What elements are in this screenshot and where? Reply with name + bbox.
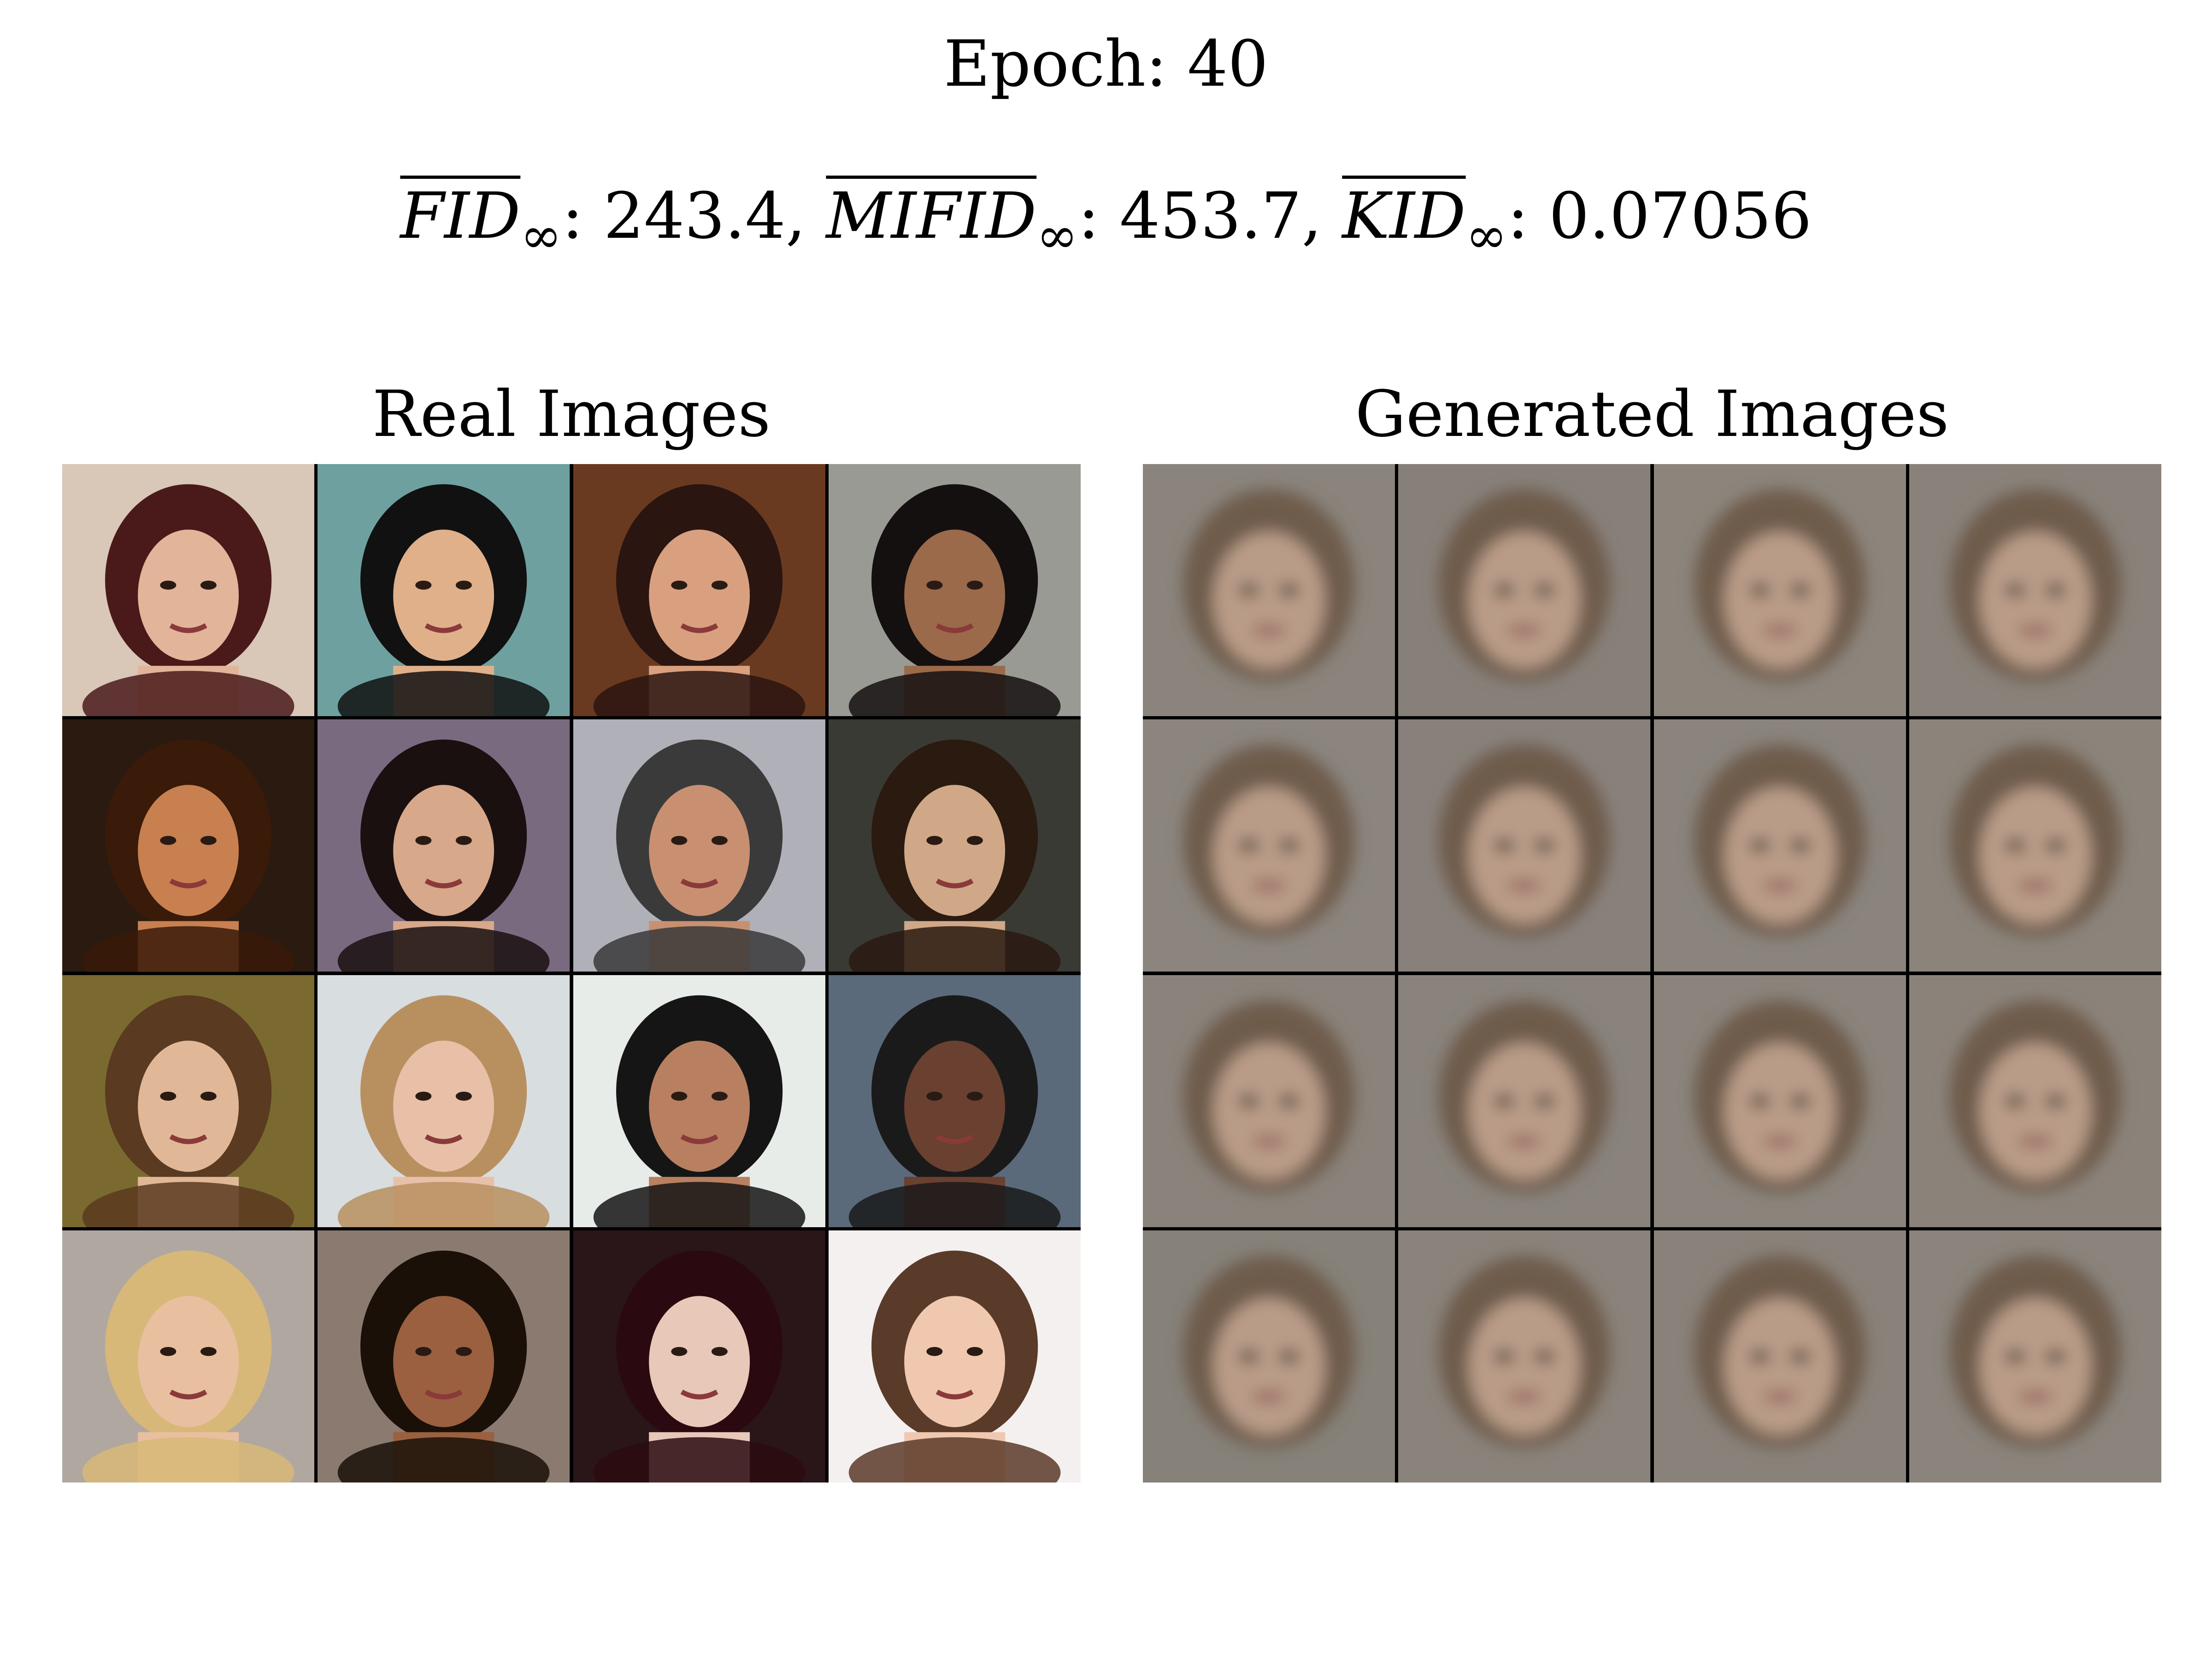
real-images-grid [62, 464, 1081, 1483]
generated-image-tile [1398, 464, 1651, 717]
real-image-tile [62, 464, 315, 717]
generated-image-tile [1143, 1230, 1395, 1483]
real-image-tile [573, 975, 825, 1227]
metric-kid-sub: ∞ [1465, 207, 1507, 265]
generated-image-tile [1909, 1230, 2161, 1483]
metric-mifid-value: 453.7 [1119, 179, 1302, 253]
real-image-tile [573, 1230, 825, 1483]
real-image-tile [318, 975, 570, 1227]
metric-mifid-sub: ∞ [1036, 207, 1078, 265]
real-image-tile [828, 975, 1081, 1227]
metric-kid-value: 0.07056 [1548, 179, 1812, 253]
metric-mifid-name: MIFID [826, 179, 1037, 253]
generated-image-tile [1909, 975, 2161, 1227]
generated-image-tile [1653, 975, 1906, 1227]
generated-image-tile [1653, 719, 1906, 972]
real-image-tile [828, 719, 1081, 972]
generated-image-tile [1909, 464, 2161, 717]
real-image-tile [318, 464, 570, 717]
metric-fid-sub: ∞ [520, 207, 562, 265]
real-image-tile [573, 719, 825, 972]
epoch-title: Epoch: 40 [943, 27, 1269, 101]
metric-fid-value: 243.4 [603, 179, 786, 253]
real-image-tile [62, 719, 315, 972]
real-image-tile [828, 464, 1081, 717]
metrics-line: FID∞: 243.4, MIFID∞: 453.7, KID∞: 0.0705… [400, 179, 1812, 265]
generated-image-tile [1653, 1230, 1906, 1483]
generated-image-tile [1398, 975, 1651, 1227]
generated-image-tile [1143, 464, 1395, 717]
real-image-tile [62, 975, 315, 1227]
generated-images-title: Generated Images [1355, 377, 1949, 451]
real-image-tile [318, 719, 570, 972]
generated-image-tile [1398, 1230, 1651, 1483]
metric-kid-name: KID [1342, 179, 1466, 253]
metric-fid-name: FID [400, 179, 521, 253]
generated-images-grid [1143, 464, 2161, 1483]
real-image-tile [62, 1230, 315, 1483]
real-images-title: Real Images [372, 377, 771, 451]
generated-image-tile [1398, 719, 1651, 972]
real-image-tile [318, 1230, 570, 1483]
generated-image-tile [1653, 464, 1906, 717]
real-image-tile [573, 464, 825, 717]
generated-image-tile [1143, 719, 1395, 972]
generated-image-tile [1143, 975, 1395, 1227]
real-image-tile [828, 1230, 1081, 1483]
generated-image-tile [1909, 719, 2161, 972]
